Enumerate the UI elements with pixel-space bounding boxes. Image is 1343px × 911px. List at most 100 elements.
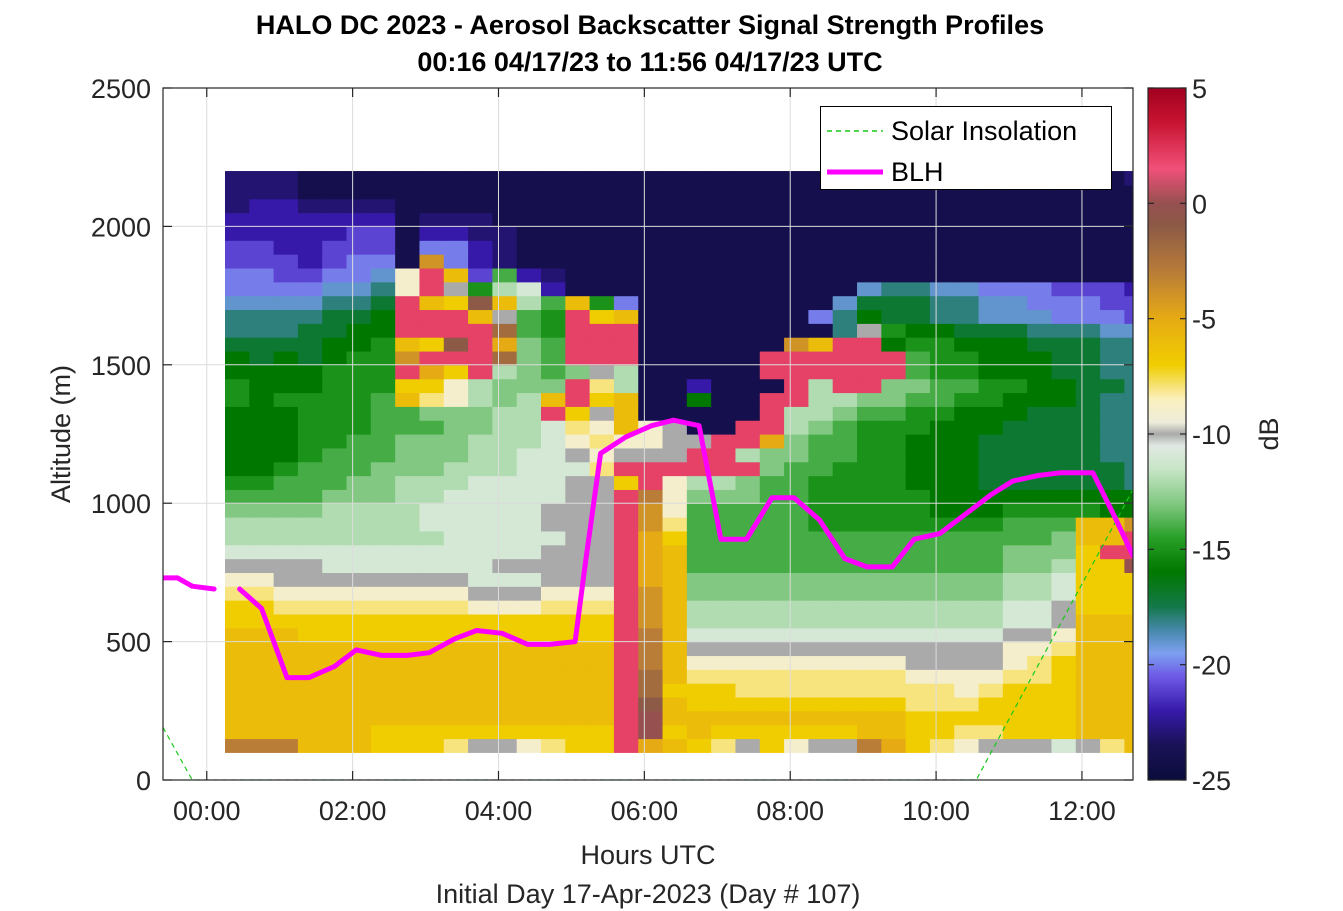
- heatmap-cell: [224, 226, 250, 241]
- heatmap-cell: [1100, 738, 1125, 753]
- heatmap-cell: [638, 434, 664, 449]
- heatmap-cell: [1295, 489, 1320, 503]
- heatmap-cell: [784, 212, 809, 227]
- heatmap-cell: [1027, 544, 1053, 560]
- heatmap-cell: [492, 447, 518, 463]
- heatmap-cell: [589, 655, 615, 670]
- heatmap-cell: [832, 489, 858, 504]
- heatmap-cell: [1319, 531, 1343, 545]
- heatmap-cell: [735, 240, 761, 255]
- heatmap-cell: [249, 544, 275, 560]
- heatmap-cell: [808, 364, 834, 380]
- heatmap-cell: [589, 226, 615, 241]
- heatmap-cell: [419, 724, 445, 740]
- heatmap-cell: [735, 738, 761, 753]
- heatmap-cell: [273, 267, 299, 283]
- heatmap-cell: [589, 254, 615, 269]
- heatmap-cell: [784, 364, 809, 380]
- heatmap-cell: [443, 572, 469, 587]
- heatmap-cell: [1100, 572, 1125, 587]
- heatmap-cell: [638, 544, 664, 560]
- heatmap-cell: [1002, 738, 1028, 753]
- heatmap-cell: [468, 267, 493, 283]
- heatmap-cell: [1319, 268, 1343, 282]
- heatmap-cell: [273, 212, 299, 227]
- heatmap-cell: [224, 184, 250, 200]
- heatmap-cell: [978, 600, 1004, 615]
- heatmap-cell: [1197, 268, 1222, 282]
- heatmap-cell: [638, 517, 664, 532]
- heatmap-cell: [638, 171, 664, 186]
- heatmap-cell: [1002, 489, 1028, 504]
- heatmap-cell: [662, 406, 688, 421]
- heatmap-cell: [322, 406, 348, 421]
- heatmap-cell: [1027, 406, 1053, 421]
- heatmap-cell: [1100, 544, 1125, 560]
- heatmap-cell: [1100, 226, 1125, 241]
- heatmap-cell: [954, 530, 980, 546]
- heatmap-cell: [735, 364, 761, 380]
- heatmap-cell: [1246, 669, 1271, 683]
- heatmap-cell: [1319, 559, 1343, 573]
- heatmap-cell: [711, 267, 737, 283]
- heatmap-cell: [662, 683, 688, 698]
- heatmap-cell: [881, 226, 907, 241]
- heatmap-cell: [1051, 558, 1077, 573]
- heatmap-cell: [711, 586, 737, 601]
- heatmap-cell: [541, 392, 566, 407]
- heatmap-cell: [1270, 489, 1295, 503]
- heatmap-cell: [468, 364, 493, 380]
- heatmap-cell: [784, 683, 809, 698]
- heatmap-cell: [468, 281, 493, 297]
- heatmap-cell: [541, 198, 566, 214]
- heatmap-cell: [759, 627, 785, 643]
- heatmap-cell: [1051, 475, 1077, 490]
- heatmap-cell: [735, 295, 761, 311]
- heatmap-cell: [1124, 267, 1133, 283]
- heatmap-cell: [1027, 198, 1053, 214]
- heatmap-cell: [224, 323, 250, 338]
- heatmap-cell: [541, 738, 566, 753]
- heatmap-cell: [978, 586, 1004, 601]
- heatmap-cell: [395, 184, 421, 200]
- heatmap-cell: [1319, 185, 1343, 199]
- heatmap-cell: [905, 364, 931, 380]
- heatmap-cell: [881, 475, 907, 490]
- heatmap-cell: [443, 655, 469, 670]
- heatmap-cell: [832, 669, 858, 684]
- heatmap-cell: [638, 184, 664, 200]
- heatmap-cell: [297, 378, 323, 394]
- heatmap-cell: [1051, 254, 1077, 269]
- heatmap-cell: [1002, 600, 1028, 615]
- heatmap-cell: [1270, 213, 1295, 227]
- heatmap-cell: [808, 627, 834, 643]
- heatmap-cell: [1051, 683, 1077, 698]
- heatmap-cell: [516, 309, 542, 324]
- heatmap-cell: [1002, 544, 1028, 560]
- heatmap-cell: [954, 323, 980, 338]
- heatmap-cell: [1270, 351, 1295, 365]
- heatmap-cell: [759, 226, 785, 241]
- heatmap-cell: [1051, 350, 1077, 366]
- heatmap-cell: [370, 586, 396, 601]
- heatmap-cell: [929, 240, 955, 255]
- heatmap-cell: [273, 240, 299, 255]
- heatmap-cell: [735, 558, 761, 573]
- heatmap-cell: [808, 558, 834, 573]
- heatmap-cell: [346, 406, 372, 421]
- heatmap-cell: [224, 240, 250, 255]
- heatmap-cell: [929, 600, 955, 615]
- heatmap-cell: [565, 240, 591, 255]
- heatmap-cell: [711, 420, 737, 435]
- heatmap-cell: [735, 392, 761, 407]
- heatmap-cell: [662, 461, 688, 477]
- heatmap-cell: [395, 475, 421, 490]
- heatmap-cell: [346, 295, 372, 311]
- heatmap-cell: [1051, 420, 1077, 435]
- heatmap-cell: [565, 337, 591, 352]
- heatmap-cell: [419, 323, 445, 338]
- heatmap-cell: [1197, 476, 1222, 490]
- heatmap-cell: [565, 212, 591, 227]
- heatmap-cell: [1270, 392, 1295, 406]
- heatmap-cell: [516, 434, 542, 449]
